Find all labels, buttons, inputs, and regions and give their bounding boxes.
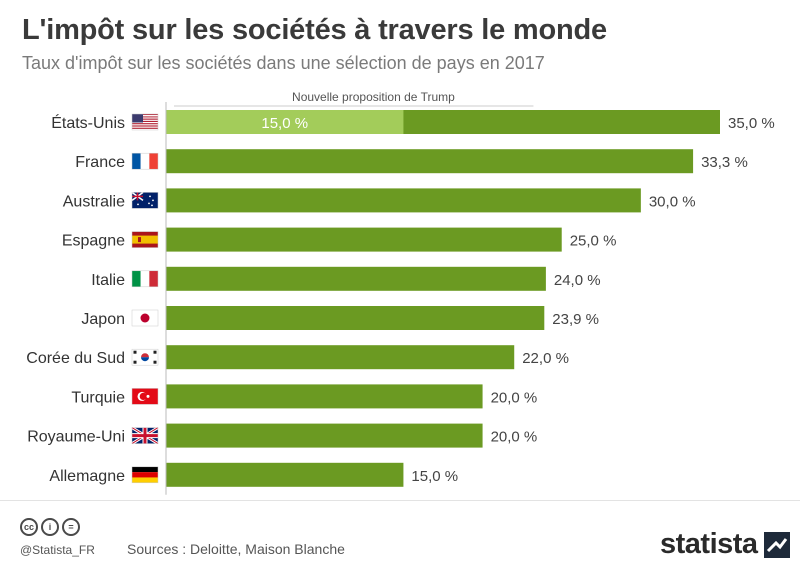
chart-subtitle: Taux d'impôt sur les sociétés dans une s… bbox=[22, 53, 545, 73]
bar bbox=[166, 345, 515, 370]
flag-kr-icon bbox=[131, 348, 159, 366]
value-label: 30,0 % bbox=[649, 193, 696, 210]
bar bbox=[166, 227, 562, 252]
flag-jp-icon bbox=[131, 309, 159, 327]
category-label: Royaume-Uni bbox=[27, 429, 125, 446]
bar bbox=[166, 188, 641, 213]
flag-tr-icon bbox=[131, 388, 159, 405]
value-label: 23,9 % bbox=[552, 311, 599, 328]
footer-divider bbox=[0, 500, 800, 501]
chart-title: L'impôt sur les sociétés à travers le mo… bbox=[22, 14, 607, 46]
category-label: Italie bbox=[91, 272, 125, 289]
value-label: 20,0 % bbox=[491, 429, 538, 446]
category-label: États-Unis bbox=[51, 113, 125, 132]
category-label: Allemagne bbox=[49, 468, 125, 485]
value-label: 33,3 % bbox=[701, 154, 748, 171]
category-label: Espagne bbox=[62, 233, 125, 250]
proposal-annotation: Nouvelle proposition de Trump bbox=[292, 90, 455, 104]
by-icon: i bbox=[41, 518, 59, 536]
statista-logo[interactable]: statista bbox=[660, 528, 790, 561]
flag-us-icon bbox=[131, 113, 159, 131]
source-note: Sources : Deloitte, Maison Blanche bbox=[127, 541, 345, 557]
value-label: 22,0 % bbox=[522, 350, 569, 367]
bar bbox=[166, 149, 694, 174]
flag-fr-icon bbox=[131, 152, 159, 170]
proposal-value-label: 15,0 % bbox=[261, 115, 308, 132]
bar bbox=[166, 384, 483, 409]
category-label: Turquie bbox=[71, 389, 125, 406]
statista-mark-icon bbox=[763, 531, 790, 558]
value-label: 15,0 % bbox=[411, 468, 458, 485]
category-label: Japon bbox=[81, 311, 125, 328]
category-label: France bbox=[75, 154, 125, 171]
value-label: 20,0 % bbox=[491, 389, 538, 406]
brand-name: statista bbox=[660, 528, 758, 560]
proposal-bar bbox=[166, 110, 404, 134]
license-icons: cc i = bbox=[20, 518, 80, 536]
nd-icon: = bbox=[62, 518, 80, 536]
flag-gb-icon bbox=[131, 426, 159, 445]
bar-chart: États-Unis 35,0 % France 33,3 % Australie 30,… bbox=[26, 90, 775, 495]
bar bbox=[166, 266, 546, 291]
bar bbox=[166, 462, 404, 487]
social-handle: @Statista_FR bbox=[20, 543, 95, 557]
bar bbox=[166, 306, 545, 330]
category-label: Corée du Sud bbox=[26, 350, 125, 367]
cc-icon: cc bbox=[20, 518, 38, 536]
flag-it-icon bbox=[131, 270, 159, 288]
value-label: 25,0 % bbox=[570, 233, 617, 250]
value-label: 35,0 % bbox=[728, 115, 775, 132]
category-label: Australie bbox=[63, 193, 125, 210]
value-label: 24,0 % bbox=[554, 272, 601, 289]
flag-es-icon bbox=[131, 231, 159, 248]
bar bbox=[166, 423, 483, 448]
flag-de-icon bbox=[131, 466, 159, 484]
flag-au-icon bbox=[131, 191, 159, 209]
